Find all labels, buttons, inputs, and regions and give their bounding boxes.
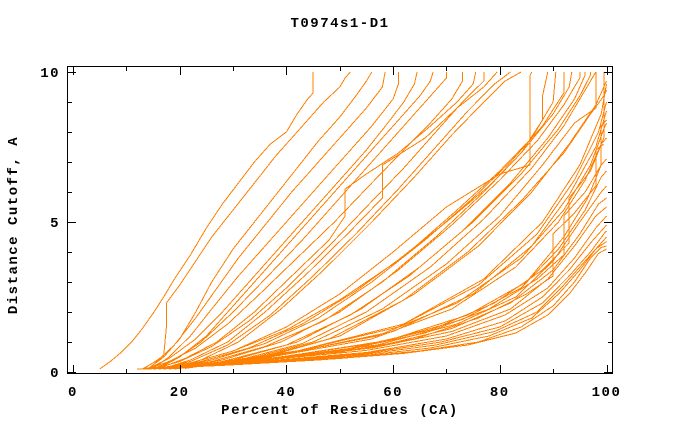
x-tick-label: 100: [592, 385, 622, 401]
model-curve: [174, 71, 597, 370]
x-tick-label: 80: [490, 385, 510, 401]
model-curve: [168, 72, 565, 369]
model-curve: [163, 158, 607, 369]
model-curve: [152, 119, 607, 370]
x-axis-label: Percent of Residues (CA): [221, 403, 459, 419]
model-curve: [152, 72, 447, 370]
model-curve: [142, 236, 607, 369]
y-tick-label: 10: [40, 66, 60, 82]
x-tick-label: 20: [170, 385, 190, 401]
model-curve: [163, 71, 573, 370]
model-curve: [190, 80, 607, 368]
model-curve: [147, 143, 605, 370]
model-curve: [158, 71, 477, 369]
model-curve: [184, 72, 605, 369]
model-curve: [152, 72, 485, 370]
model-curve: [163, 71, 498, 369]
model-curve: [147, 224, 607, 369]
y-tick-label: 0: [50, 366, 60, 382]
y-tick-label: 5: [50, 216, 60, 232]
model-curve: [147, 230, 607, 370]
chart-title: T0974s1-D1: [290, 16, 390, 32]
model-curve: [168, 71, 522, 369]
x-tick-label: 0: [68, 385, 78, 401]
model-curve: [142, 241, 607, 370]
x-tick-label: 60: [383, 385, 403, 401]
model-curve: [163, 71, 533, 370]
model-curve: [174, 72, 581, 369]
model-curve: [99, 72, 314, 370]
model-curve: [158, 71, 434, 369]
model-curve: [142, 71, 351, 370]
model-curve: [179, 83, 607, 368]
model-curve: [147, 71, 373, 370]
model-curve: [179, 72, 591, 369]
model-curve: [142, 248, 607, 370]
model-curve: [158, 89, 607, 370]
model-curve: [142, 71, 386, 370]
axis-frame: [67, 66, 613, 374]
model-curve: [158, 71, 511, 370]
model-curve: [163, 137, 607, 369]
model-curve: [168, 110, 607, 370]
model-curve: [147, 71, 418, 370]
model-curve: [152, 72, 399, 369]
x-tick-label: 40: [276, 385, 296, 401]
model-curve: [147, 72, 463, 370]
model-curve: [136, 245, 607, 370]
model-curve: [179, 72, 597, 369]
model-curve: [168, 72, 586, 370]
